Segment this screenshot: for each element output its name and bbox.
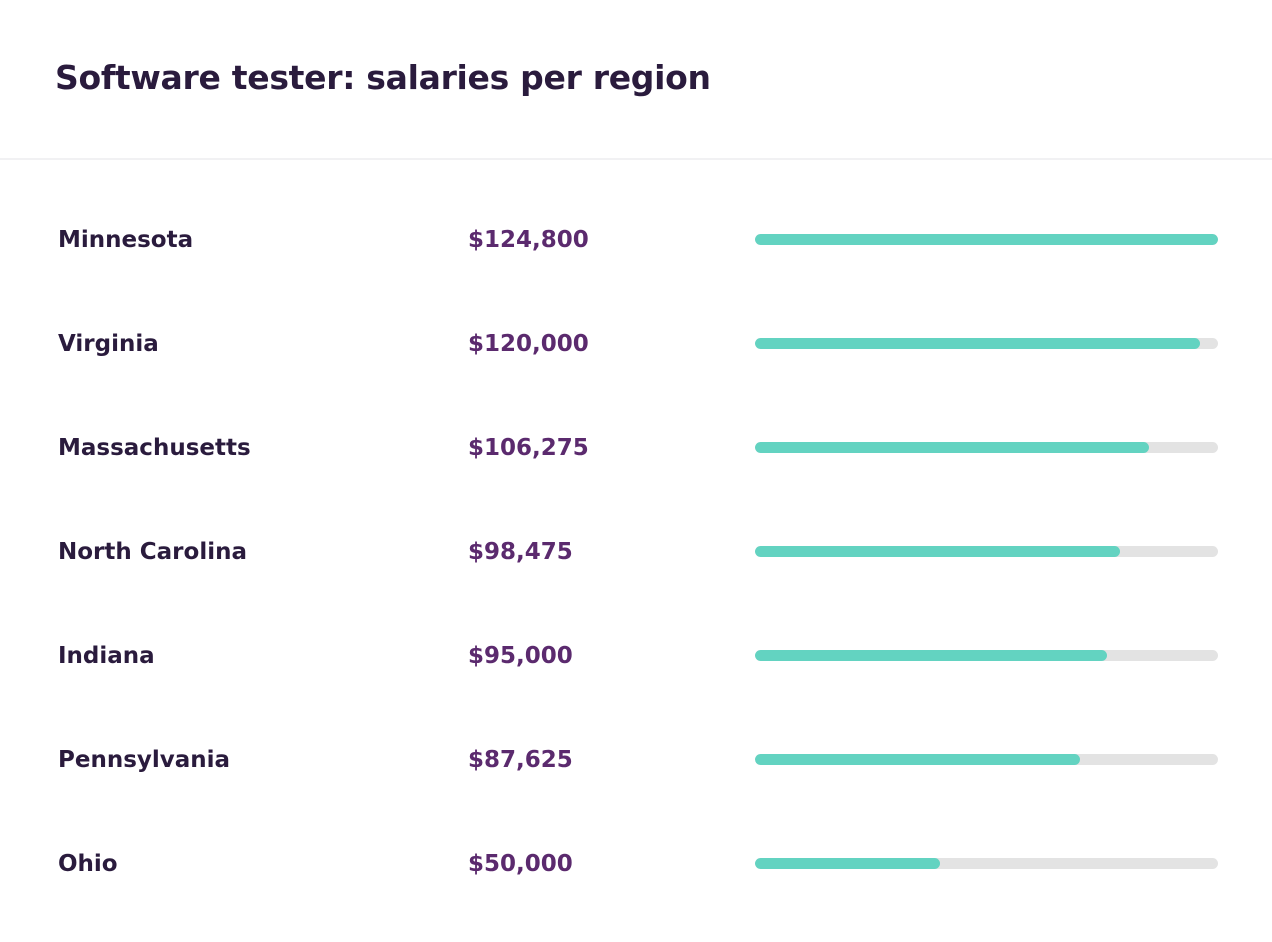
chart-header: Software tester: salaries per region bbox=[0, 0, 1272, 160]
salary-bar-track bbox=[755, 858, 1218, 869]
salary-value: $120,000 bbox=[468, 331, 589, 357]
salary-bar bbox=[755, 650, 1108, 661]
salary-bar bbox=[755, 234, 1218, 245]
salary-row: Pennsylvania $87,625 bbox=[0, 740, 1272, 780]
region-label: North Carolina bbox=[58, 539, 247, 565]
salary-value: $124,800 bbox=[468, 227, 589, 253]
region-label: Ohio bbox=[58, 851, 118, 877]
salary-row: Ohio $50,000 bbox=[0, 844, 1272, 884]
region-label: Indiana bbox=[58, 643, 155, 669]
salary-bar bbox=[755, 754, 1081, 765]
salary-value: $87,625 bbox=[468, 747, 573, 773]
salary-bar bbox=[755, 442, 1150, 453]
salary-bar bbox=[755, 546, 1121, 557]
region-label: Virginia bbox=[58, 331, 159, 357]
salary-bar bbox=[755, 338, 1201, 349]
salary-bar-track bbox=[755, 234, 1218, 245]
salary-bar-track bbox=[755, 546, 1218, 557]
region-label: Pennsylvania bbox=[58, 747, 231, 773]
salary-row: Minnesota $124,800 bbox=[0, 220, 1272, 260]
salary-value: $98,475 bbox=[468, 539, 573, 565]
salary-bar bbox=[755, 858, 941, 869]
salary-bar-track bbox=[755, 442, 1218, 453]
region-label: Massachusetts bbox=[58, 435, 251, 461]
region-label: Minnesota bbox=[58, 227, 194, 253]
chart-title: Software tester: salaries per region bbox=[55, 58, 711, 97]
salary-value: $106,275 bbox=[468, 435, 589, 461]
salary-bar-track bbox=[755, 650, 1218, 661]
salary-row: Virginia $120,000 bbox=[0, 324, 1272, 364]
salary-bar-track bbox=[755, 338, 1218, 349]
salary-row: Indiana $95,000 bbox=[0, 636, 1272, 676]
salary-bar-track bbox=[755, 754, 1218, 765]
salary-value: $95,000 bbox=[468, 643, 573, 669]
salary-row: North Carolina $98,475 bbox=[0, 532, 1272, 572]
salary-row: Massachusetts $106,275 bbox=[0, 428, 1272, 468]
salary-value: $50,000 bbox=[468, 851, 573, 877]
